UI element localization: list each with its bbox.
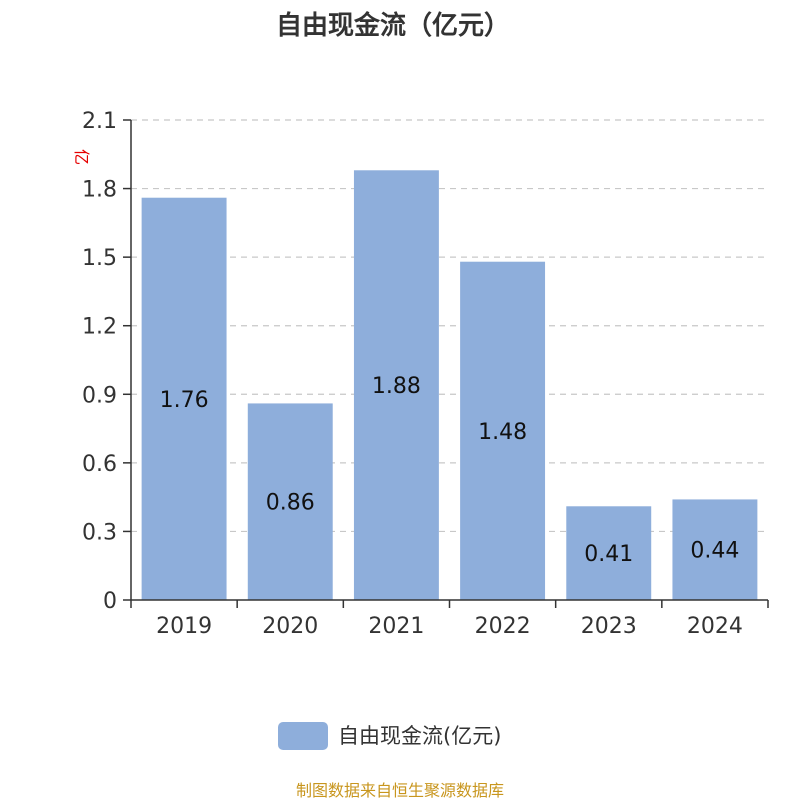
bar-value-label: 1.76 — [160, 388, 209, 413]
bar-2021[interactable] — [353, 170, 439, 601]
grid-lines — [131, 119, 768, 533]
y-tick-label: 0.6 — [82, 452, 117, 477]
bar-2023[interactable] — [566, 506, 652, 600]
bar-value-label: 0.86 — [266, 491, 315, 516]
y-tick-label: 0.9 — [82, 383, 117, 408]
bar-value-label: 0.44 — [690, 539, 739, 564]
x-tick-label: 2019 — [156, 614, 212, 639]
bar-value-label: 1.48 — [478, 420, 527, 445]
x-tick-label: 2022 — [475, 614, 531, 639]
x-tick-label: 2024 — [687, 614, 743, 639]
x-tick-label: 2023 — [581, 614, 637, 639]
legend-label[interactable]: 自由现金流(亿元) — [338, 724, 501, 748]
y-unit-label: 亿 — [72, 149, 91, 165]
bars: 1.76 0.86 1.88 1.48 0.41 0.44 — [141, 170, 758, 601]
bar-2024[interactable] — [672, 499, 758, 600]
y-tick-label: 2.1 — [82, 109, 117, 134]
y-tick-label: 1.8 — [82, 178, 117, 203]
y-tick-label: 0.3 — [82, 520, 117, 545]
axes: 0 0.3 0.6 0.9 1.2 1.5 1.8 2.1 2019 2020 2021 2022 20… — [82, 109, 769, 639]
y-tick-label: 1.5 — [82, 246, 117, 271]
bar-2022[interactable] — [460, 261, 546, 600]
bar-2020[interactable] — [247, 403, 333, 600]
chart-title: 自由现金流（亿元） — [276, 10, 510, 41]
bar-value-label: 0.41 — [584, 542, 633, 567]
bar-value-label: 1.88 — [372, 374, 421, 399]
bar-2019[interactable] — [141, 197, 227, 600]
y-tick-label: 1.2 — [82, 315, 117, 340]
legend[interactable]: 自由现金流(亿元) — [278, 722, 501, 750]
data-source-note: 制图数据来自恒生聚源数据库 — [296, 781, 504, 800]
y-tick-label: 0 — [103, 589, 117, 614]
legend-swatch[interactable] — [278, 722, 328, 750]
x-tick-label: 2020 — [262, 614, 318, 639]
x-tick-label: 2021 — [368, 614, 424, 639]
